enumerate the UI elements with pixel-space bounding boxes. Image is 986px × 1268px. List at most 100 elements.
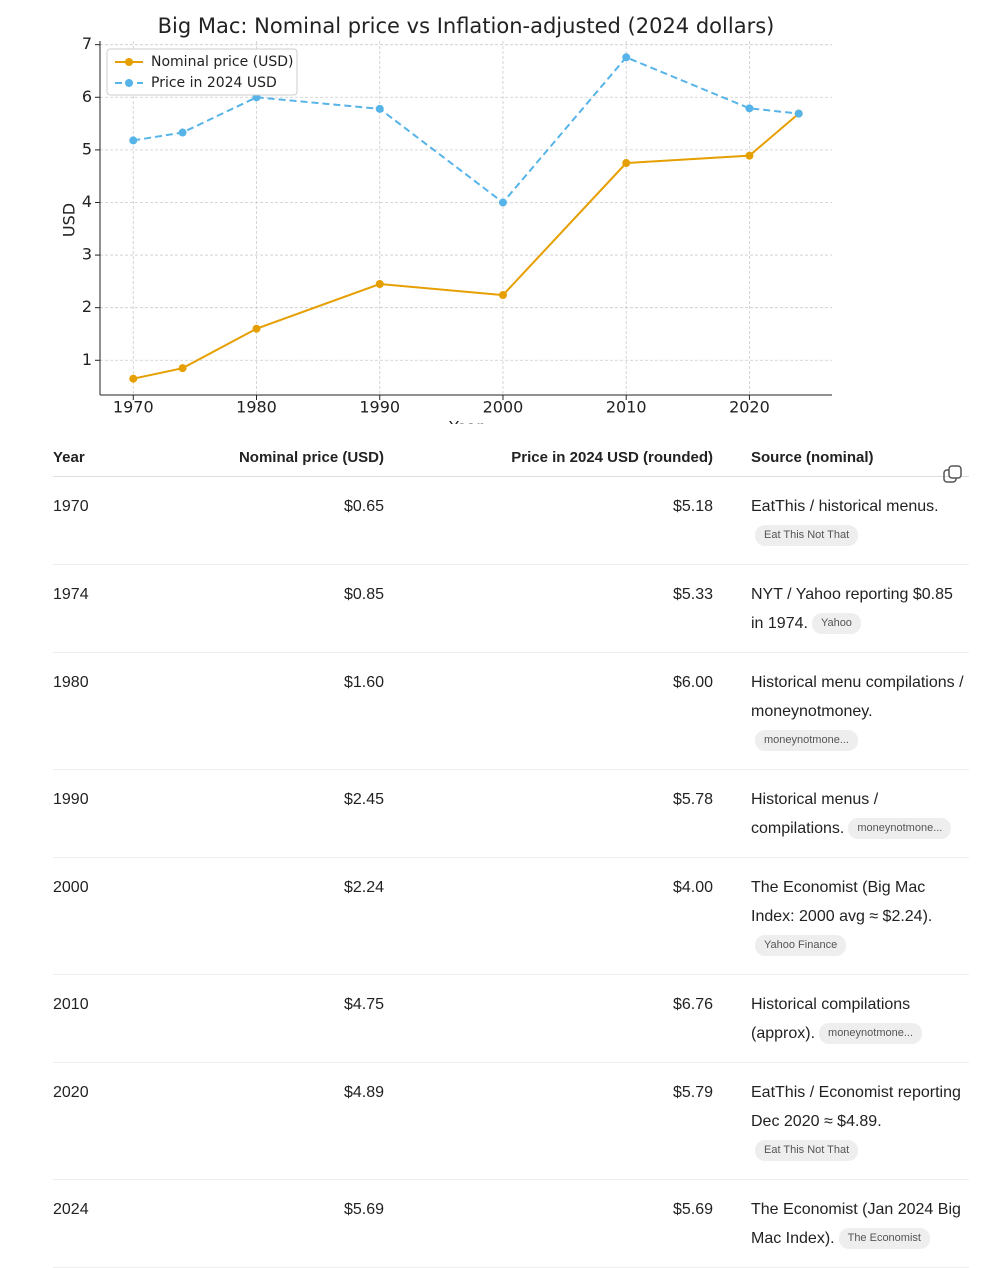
x-tick-label: 1990 xyxy=(359,398,400,417)
table-cell: 1970 xyxy=(53,476,173,565)
source-cell: Historical menu compilations / moneynotm… xyxy=(713,652,969,770)
data-point xyxy=(794,109,803,118)
x-tick-label: 2010 xyxy=(606,398,647,417)
table-cell: 1974 xyxy=(53,564,173,653)
source-cell: Historical menus / compilations. moneynot… xyxy=(713,769,969,858)
source-cell: NYT / Yahoo reporting $0.85 in 1974. Yaho… xyxy=(713,564,969,653)
source-chip[interactable]: Yahoo Finance xyxy=(755,935,847,957)
table-cell: 2000 xyxy=(53,857,173,975)
source-cell: EatThis / historical menus. Eat This Not … xyxy=(713,476,969,565)
column-header: Nominal price (USD) xyxy=(173,436,384,477)
source-text: The Economist (Big Mac Index: 2000 avg ≈… xyxy=(751,879,933,925)
table-container: Year Nominal price (USD) Price in 2024 USD… xyxy=(0,436,986,1268)
data-point xyxy=(745,104,754,113)
table-row: 2010 $4.75 $6.76 Historical compilations (a… xyxy=(53,974,969,1063)
data-point xyxy=(129,374,138,383)
chart: Big Mac: Nominal price vs Inflation-adju… xyxy=(60,14,832,431)
legend-box xyxy=(106,48,298,96)
source-chip[interactable]: moneynotmone... xyxy=(819,1023,923,1045)
table-row: 2020 $4.89 $5.79 EatThis / Economist report… xyxy=(53,1062,969,1180)
legend: Nominal price (USD) Price in 2024 USD xyxy=(106,48,298,96)
legend-marker xyxy=(125,79,133,87)
table-row: 1974 $0.85 $5.33 NYT / Yahoo reporting $0.8… xyxy=(53,564,969,653)
y-tick-label: 6 xyxy=(82,87,92,106)
data-point xyxy=(178,128,187,137)
table-cell: $5.33 xyxy=(384,564,713,653)
table-cell: $2.45 xyxy=(173,769,384,858)
column-header: Source (nominal) xyxy=(713,436,969,477)
table-cell: 1990 xyxy=(53,769,173,858)
x-tick-label: 2020 xyxy=(729,398,770,417)
data-point xyxy=(745,151,754,160)
y-axis-label: USD xyxy=(60,203,79,237)
data-point xyxy=(498,291,507,300)
data-point xyxy=(498,198,507,207)
table-cell: $5.18 xyxy=(384,476,713,565)
legend-label: Nominal price (USD) xyxy=(151,54,294,70)
chart-title: Big Mac: Nominal price vs Inflation-adju… xyxy=(158,14,775,38)
copy-icon[interactable] xyxy=(942,464,964,486)
source-text: EatThis / historical menus. xyxy=(751,498,939,515)
source-cell: The Economist (Big Mac Index: 2000 avg ≈… xyxy=(713,857,969,975)
table-cell: 2024 xyxy=(53,1179,173,1268)
table-cell: 2010 xyxy=(53,974,173,1063)
series-line xyxy=(133,56,799,204)
x-axis-label: Year xyxy=(448,418,483,431)
table-cell: $4.75 xyxy=(173,974,384,1063)
source-chip[interactable]: moneynotmone... xyxy=(848,818,952,840)
table-cell: $6.00 xyxy=(384,652,713,770)
column-header: Year xyxy=(53,436,173,477)
table-row: 1980 $1.60 $6.00 Historical menu compilatio… xyxy=(53,652,969,770)
table-cell: $2.24 xyxy=(173,857,384,975)
series-line xyxy=(133,112,800,380)
data-point xyxy=(252,324,261,333)
source-cell: The Economist (Jan 2024 Big Mac Index). T… xyxy=(713,1179,969,1268)
y-tick-label: 4 xyxy=(82,192,92,211)
source-text: Historical menus / compilations. xyxy=(751,791,879,837)
table-cell: $5.69 xyxy=(384,1179,713,1268)
data-point xyxy=(622,53,631,62)
y-tick-label: 7 xyxy=(82,34,92,53)
table-row: 1990 $2.45 $5.78 Historical menus / compila… xyxy=(53,769,969,858)
legend-marker xyxy=(125,58,133,66)
table-row: 1970 $0.65 $5.18 EatThis / historical menus… xyxy=(53,476,969,565)
x-tick-label: 1980 xyxy=(236,398,277,417)
source-chip[interactable]: moneynotmone... xyxy=(755,730,858,752)
data-point xyxy=(129,136,138,145)
table-cell: $5.69 xyxy=(173,1179,384,1268)
source-text: Historical compilations (approx). xyxy=(751,996,911,1042)
table-cell: $6.76 xyxy=(384,974,713,1063)
data-point xyxy=(375,280,384,289)
table-cell: 1980 xyxy=(53,652,173,770)
source-chip[interactable]: Yahoo xyxy=(811,613,861,635)
table-cell: $5.79 xyxy=(384,1062,713,1180)
y-tick-label: 3 xyxy=(82,245,92,264)
source-chip[interactable]: Eat This Not That xyxy=(755,525,859,547)
data-point xyxy=(622,159,631,168)
source-cell: EatThis / Economist reporting Dec 2020 ≈… xyxy=(713,1062,969,1180)
table-cell: $4.89 xyxy=(173,1062,384,1180)
table-row: 2000 $2.24 $4.00 The Economist (Big Mac Ind… xyxy=(53,857,969,975)
table-cell: $1.60 xyxy=(173,652,384,770)
y-tick-label: 1 xyxy=(82,350,92,369)
x-tick-label: 1970 xyxy=(113,398,154,417)
source-chip[interactable]: The Economist xyxy=(838,1228,930,1250)
table-row: 2024 $5.69 $5.69 The Economist (Jan 2024 Bi… xyxy=(53,1179,969,1268)
page: Big Mac: Nominal price vs Inflation-adju… xyxy=(53,14,969,1268)
legend-label: Price in 2024 USD xyxy=(151,75,277,91)
table-cell: 2020 xyxy=(53,1062,173,1180)
table-cell: $0.65 xyxy=(173,476,384,565)
source-text: NYT / Yahoo reporting $0.85 in 1974. xyxy=(751,586,953,632)
source-chip[interactable]: Eat This Not That xyxy=(755,1140,859,1162)
source-text: Historical menu compilations / moneynotm… xyxy=(751,674,964,720)
column-header: Price in 2024 USD (rounded) xyxy=(384,436,713,477)
source-text: EatThis / Economist reporting Dec 2020 ≈… xyxy=(751,1084,961,1130)
table-cell: $4.00 xyxy=(384,857,713,975)
data-table: Year Nominal price (USD) Price in 2024 USD… xyxy=(53,436,969,1268)
source-cell: Historical compilations (approx). moneyno… xyxy=(713,974,969,1063)
y-tick-label: 2 xyxy=(82,297,92,316)
table-cell: $0.85 xyxy=(173,564,384,653)
table-cell: $5.78 xyxy=(384,769,713,858)
data-point xyxy=(375,104,384,113)
header-row: Year Nominal price (USD) Price in 2024 USD… xyxy=(53,436,969,477)
